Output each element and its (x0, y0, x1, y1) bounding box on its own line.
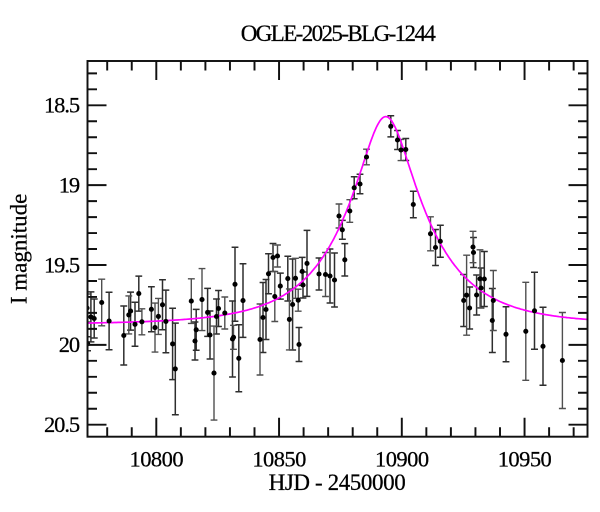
svg-text:I magnitude: I magnitude (7, 194, 32, 305)
svg-text:20: 20 (59, 332, 80, 357)
svg-text:10950: 10950 (498, 447, 552, 472)
svg-text:OGLE-2025-BLG-1244: OGLE-2025-BLG-1244 (241, 21, 437, 46)
svg-text:19: 19 (59, 173, 80, 198)
svg-text:10850: 10850 (252, 447, 306, 472)
svg-text:18.5: 18.5 (44, 93, 80, 118)
svg-text:10900: 10900 (375, 447, 429, 472)
svg-text:10800: 10800 (130, 447, 184, 472)
svg-text:20.5: 20.5 (44, 412, 80, 437)
svg-text:HJD - 2450000: HJD - 2450000 (269, 470, 406, 495)
svg-text:19.5: 19.5 (44, 252, 80, 277)
